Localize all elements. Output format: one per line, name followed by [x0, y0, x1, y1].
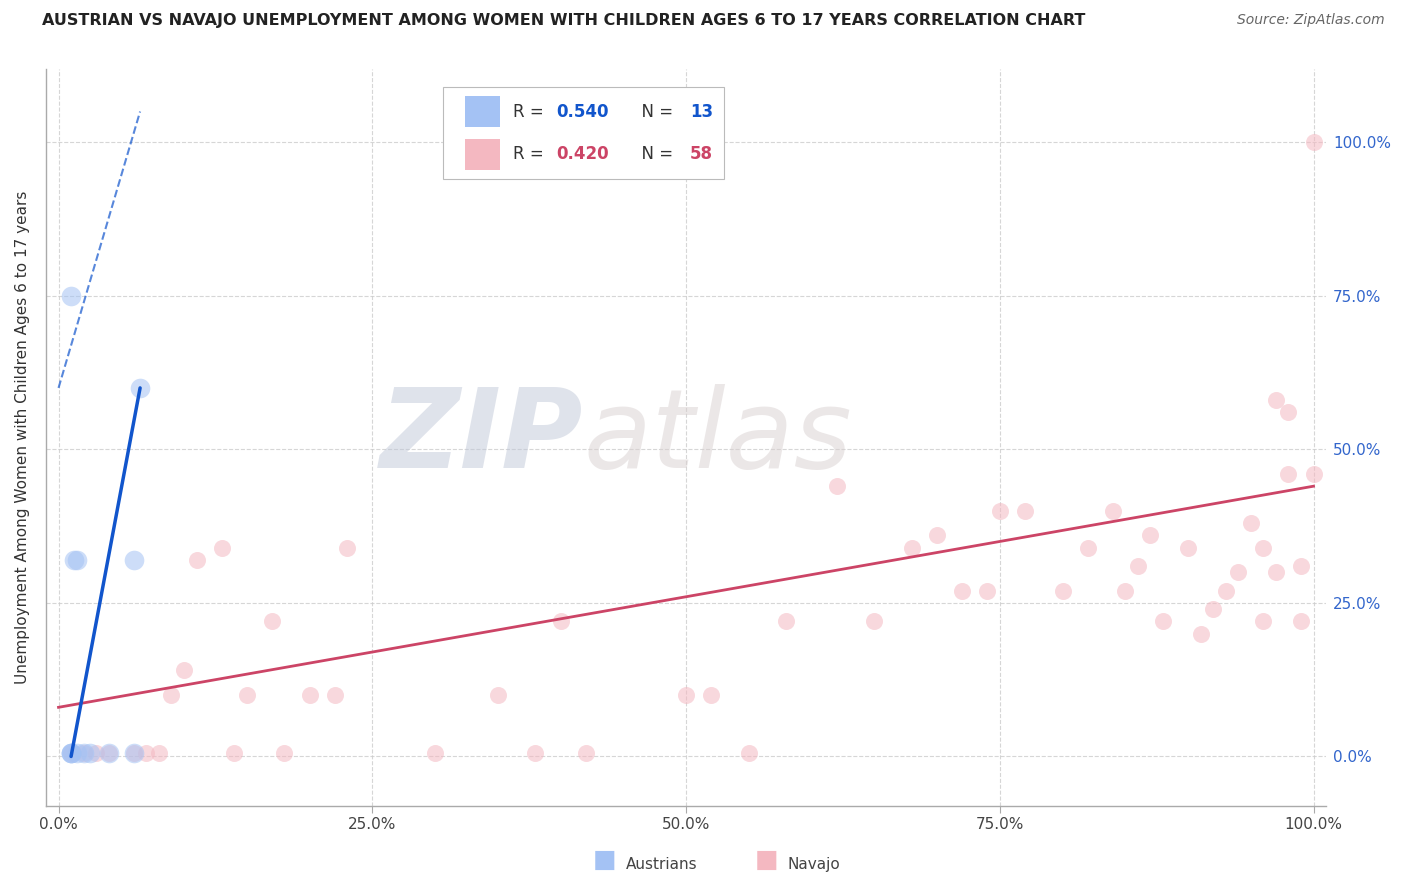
- Point: [1215, 583, 1237, 598]
- Bar: [464, 139, 501, 169]
- Point: [1139, 528, 1161, 542]
- Point: [1253, 615, 1275, 629]
- Point: [1152, 615, 1174, 629]
- Point: [700, 688, 723, 702]
- Point: [775, 615, 797, 629]
- Point: [1177, 541, 1199, 555]
- Point: [423, 747, 446, 761]
- Point: [1302, 135, 1324, 149]
- Text: ■: ■: [755, 848, 778, 872]
- Text: R =: R =: [513, 103, 550, 120]
- Point: [211, 541, 233, 555]
- Point: [1227, 565, 1250, 579]
- Text: 58: 58: [690, 145, 713, 163]
- Point: [1289, 615, 1312, 629]
- Point: [160, 688, 183, 702]
- Point: [60, 747, 83, 761]
- Point: [72, 747, 94, 761]
- Point: [62, 553, 84, 567]
- Text: N =: N =: [631, 103, 678, 120]
- Point: [60, 289, 83, 303]
- FancyBboxPatch shape: [443, 87, 724, 179]
- Point: [550, 615, 572, 629]
- Point: [1302, 467, 1324, 481]
- Point: [122, 553, 145, 567]
- Point: [122, 747, 145, 761]
- Point: [1101, 504, 1123, 518]
- Text: ■: ■: [593, 848, 616, 872]
- Point: [1077, 541, 1099, 555]
- Point: [950, 583, 973, 598]
- Point: [1264, 393, 1286, 408]
- Point: [1289, 559, 1312, 574]
- Text: Navajo: Navajo: [787, 857, 841, 872]
- Point: [1253, 541, 1275, 555]
- Point: [60, 747, 83, 761]
- Point: [260, 615, 283, 629]
- Point: [575, 747, 598, 761]
- Text: 0.540: 0.540: [557, 103, 609, 120]
- Point: [186, 553, 208, 567]
- Point: [1126, 559, 1149, 574]
- Point: [135, 747, 157, 761]
- Point: [825, 479, 848, 493]
- Text: 13: 13: [690, 103, 713, 120]
- Point: [97, 747, 120, 761]
- Point: [1202, 602, 1225, 616]
- Point: [236, 688, 259, 702]
- Point: [66, 747, 89, 761]
- Point: [336, 541, 359, 555]
- Point: [224, 747, 246, 761]
- Point: [1264, 565, 1286, 579]
- Point: [66, 553, 89, 567]
- Point: [1277, 467, 1299, 481]
- Point: [863, 615, 886, 629]
- Text: Austrians: Austrians: [626, 857, 697, 872]
- Point: [60, 747, 83, 761]
- Text: 0.420: 0.420: [557, 145, 609, 163]
- Bar: [464, 96, 501, 128]
- Point: [1189, 626, 1212, 640]
- Point: [1277, 405, 1299, 419]
- Point: [97, 747, 120, 761]
- Point: [84, 747, 107, 761]
- Text: R =: R =: [513, 145, 550, 163]
- Point: [122, 747, 145, 761]
- Point: [524, 747, 547, 761]
- Point: [901, 541, 924, 555]
- Point: [988, 504, 1011, 518]
- Point: [1052, 583, 1074, 598]
- Point: [79, 747, 101, 761]
- Point: [1014, 504, 1036, 518]
- Text: AUSTRIAN VS NAVAJO UNEMPLOYMENT AMONG WOMEN WITH CHILDREN AGES 6 TO 17 YEARS COR: AUSTRIAN VS NAVAJO UNEMPLOYMENT AMONG WO…: [42, 13, 1085, 29]
- Point: [72, 747, 94, 761]
- Point: [976, 583, 998, 598]
- Point: [1114, 583, 1136, 598]
- Point: [675, 688, 697, 702]
- Y-axis label: Unemployment Among Women with Children Ages 6 to 17 years: Unemployment Among Women with Children A…: [15, 190, 30, 684]
- Point: [486, 688, 509, 702]
- Point: [129, 381, 152, 395]
- Point: [738, 747, 761, 761]
- Text: Source: ZipAtlas.com: Source: ZipAtlas.com: [1237, 13, 1385, 28]
- Point: [148, 747, 170, 761]
- Point: [1240, 516, 1263, 530]
- Text: N =: N =: [631, 145, 678, 163]
- Text: atlas: atlas: [583, 384, 852, 491]
- Point: [173, 664, 195, 678]
- Point: [273, 747, 295, 761]
- Point: [60, 747, 83, 761]
- Point: [925, 528, 948, 542]
- Point: [323, 688, 346, 702]
- Text: ZIP: ZIP: [380, 384, 583, 491]
- Point: [298, 688, 321, 702]
